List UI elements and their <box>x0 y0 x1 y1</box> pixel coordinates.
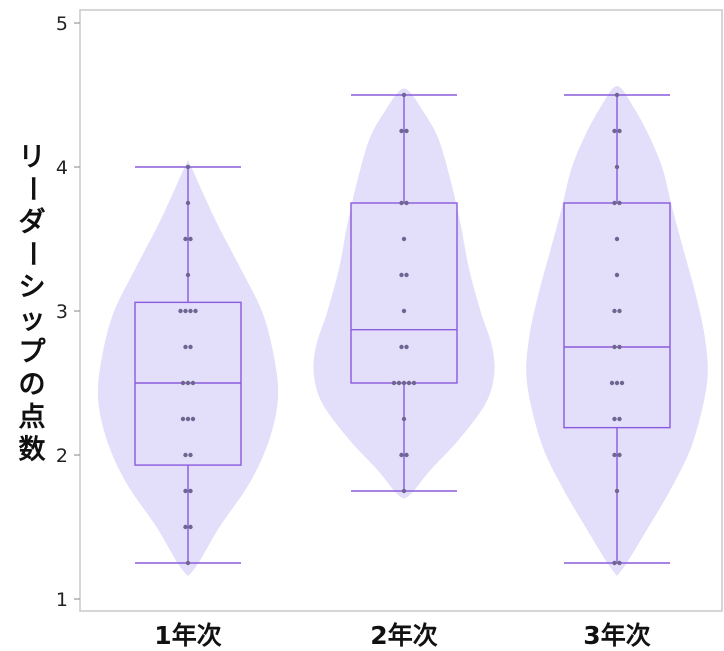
data-point-year-3 <box>614 380 620 386</box>
data-point-year-1 <box>188 308 193 314</box>
data-point-year-3 <box>612 128 617 134</box>
data-point-year-3 <box>609 380 615 386</box>
data-point-year-3 <box>614 92 620 98</box>
y-axis-label-char: ー <box>16 240 47 267</box>
box-year-1 <box>134 301 242 466</box>
data-point-year-2 <box>404 344 409 350</box>
violin-year-2 <box>313 88 495 499</box>
data-point-year-1 <box>193 308 198 314</box>
data-point-year-3 <box>617 308 622 314</box>
data-point-year-2 <box>391 380 397 386</box>
data-point-year-1 <box>180 416 186 422</box>
category-label-year-1: 1年次 <box>154 621 221 650</box>
x-axis-category-labels: 1年次 2年次 3年次 <box>154 621 650 650</box>
data-point-year-1 <box>185 200 191 206</box>
data-point-year-3 <box>612 416 617 422</box>
data-point-year-3 <box>614 488 620 494</box>
data-point-year-3 <box>617 344 622 350</box>
violins-layer <box>97 86 708 576</box>
data-point-year-3 <box>612 308 617 314</box>
y-tick-label: 4 <box>56 157 68 179</box>
category-label-year-3: 3年次 <box>583 621 650 650</box>
data-point-year-2 <box>401 308 407 314</box>
data-point-year-1 <box>190 380 196 386</box>
y-axis-label-char: シ <box>19 272 46 303</box>
points-layer <box>178 92 625 566</box>
data-point-year-2 <box>411 380 417 386</box>
data-point-year-2 <box>399 344 404 350</box>
data-point-year-1 <box>183 524 188 530</box>
data-point-year-2 <box>399 272 404 278</box>
data-point-year-2 <box>404 128 409 134</box>
data-point-year-2 <box>401 380 407 386</box>
violin-year-3 <box>526 86 708 576</box>
y-axis-label-char: 点 <box>19 402 46 433</box>
data-point-year-1 <box>185 416 191 422</box>
data-point-year-1 <box>183 452 188 458</box>
data-point-year-1 <box>180 380 186 386</box>
data-point-year-3 <box>614 236 620 242</box>
data-point-year-2 <box>399 200 404 206</box>
data-point-year-1 <box>185 164 191 170</box>
data-point-year-1 <box>188 488 193 494</box>
box-year-3 <box>563 202 671 429</box>
data-point-year-1 <box>188 524 193 530</box>
data-point-year-3 <box>614 272 620 278</box>
data-point-year-2 <box>406 380 412 386</box>
data-point-year-3 <box>617 452 622 458</box>
data-point-year-2 <box>404 200 409 206</box>
data-point-year-1 <box>183 344 188 350</box>
data-point-year-1 <box>188 452 193 458</box>
data-point-year-1 <box>185 560 191 566</box>
y-axis-label-char: 数 <box>19 435 47 466</box>
y-axis-label-char: プ <box>19 337 47 368</box>
data-point-year-2 <box>401 92 407 98</box>
y-axis-label-char: リ <box>19 142 46 173</box>
data-point-year-3 <box>614 164 620 170</box>
y-tick-label: 2 <box>56 445 68 467</box>
data-point-year-3 <box>619 380 625 386</box>
data-point-year-3 <box>612 200 617 206</box>
data-point-year-3 <box>617 128 622 134</box>
data-point-year-1 <box>185 272 191 278</box>
violin-year-1 <box>97 160 279 576</box>
y-axis-label-char: ダ <box>19 206 46 238</box>
y-axis-label-char: ッ <box>19 305 46 336</box>
data-point-year-1 <box>190 416 196 422</box>
category-label-year-2: 2年次 <box>370 621 437 650</box>
data-point-year-3 <box>617 416 622 422</box>
data-point-year-2 <box>401 236 407 242</box>
data-point-year-1 <box>183 236 188 242</box>
data-point-year-2 <box>396 380 402 386</box>
y-axis-label-char: ー <box>16 175 47 202</box>
data-point-year-1 <box>183 488 188 494</box>
data-point-year-3 <box>612 452 617 458</box>
data-point-year-1 <box>188 344 193 350</box>
data-point-year-2 <box>404 272 409 278</box>
data-point-year-2 <box>404 452 409 458</box>
y-tick-label: 1 <box>56 589 68 611</box>
data-point-year-1 <box>178 308 183 314</box>
data-point-year-2 <box>399 128 404 134</box>
data-point-year-1 <box>183 308 188 314</box>
y-tick-label: 3 <box>56 301 68 323</box>
data-point-year-3 <box>617 560 622 566</box>
y-axis-ticks: 1 2 3 4 5 <box>56 13 80 611</box>
data-point-year-2 <box>399 452 404 458</box>
data-point-year-3 <box>617 200 622 206</box>
data-point-year-2 <box>401 488 407 494</box>
data-point-year-3 <box>612 560 617 566</box>
y-axis-label-char: の <box>19 370 46 401</box>
y-tick-label: 5 <box>56 13 68 35</box>
data-point-year-1 <box>188 236 193 242</box>
data-point-year-2 <box>401 416 407 422</box>
data-point-year-1 <box>185 380 191 386</box>
data-point-year-3 <box>612 344 617 350</box>
